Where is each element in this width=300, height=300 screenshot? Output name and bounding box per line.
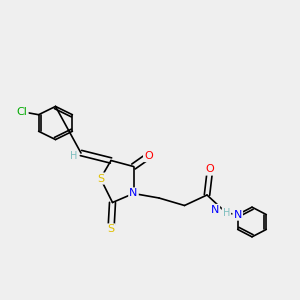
Text: N: N: [233, 210, 242, 220]
Text: S: S: [97, 173, 104, 184]
Text: O: O: [144, 151, 153, 161]
Text: N: N: [211, 205, 219, 215]
Text: Cl: Cl: [17, 107, 28, 117]
Text: H: H: [223, 208, 230, 218]
Text: N: N: [129, 188, 138, 199]
Text: H: H: [70, 151, 77, 161]
Text: O: O: [206, 164, 214, 175]
Text: S: S: [107, 224, 115, 235]
